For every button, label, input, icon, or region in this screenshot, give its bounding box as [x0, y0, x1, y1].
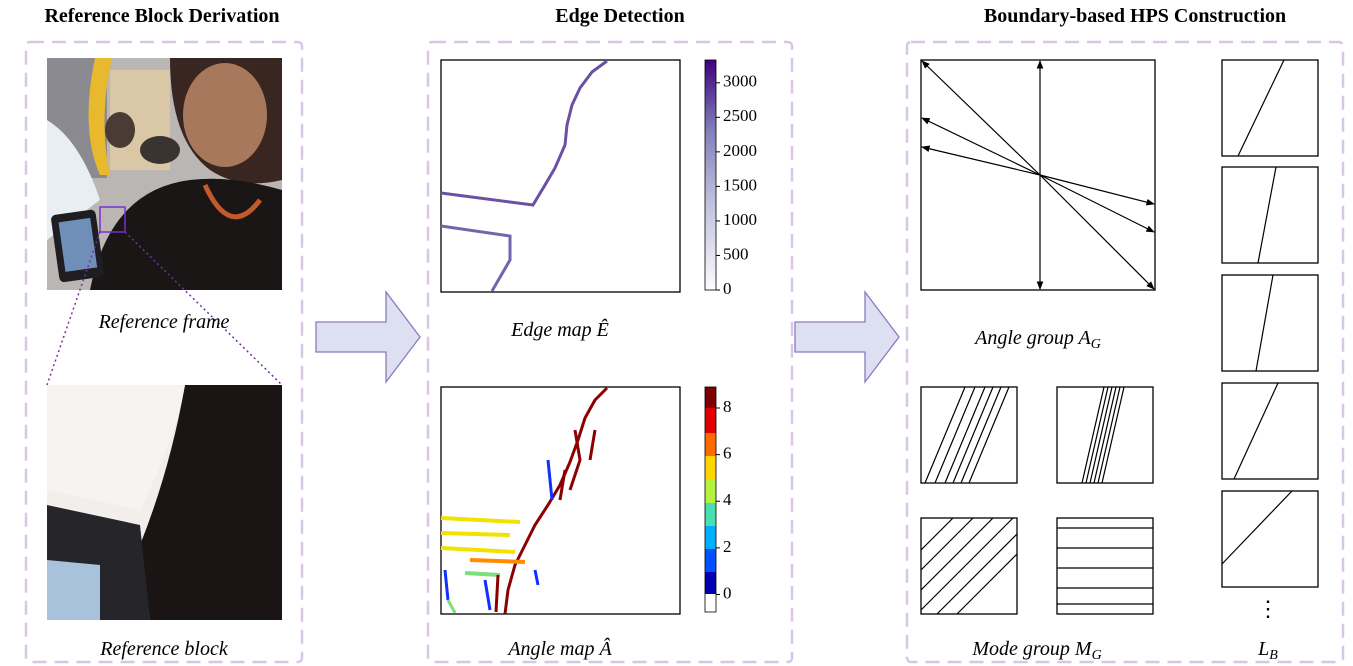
caption-subscript: G [1091, 337, 1101, 352]
colorbar-tick-label: 0 [723, 279, 732, 298]
caption: Reference block [99, 638, 229, 660]
caption-symbol: Ê [596, 318, 609, 341]
flow-arrow [794, 290, 900, 384]
colorbar [704, 59, 717, 291]
panel-frame [426, 40, 794, 664]
caption-symbol: A [1077, 327, 1092, 349]
line-box [1221, 490, 1319, 588]
zoom-line [124, 231, 283, 386]
colorbar-tick-label: 2000 [723, 141, 757, 160]
colorbar-tick-label: 2500 [723, 106, 757, 125]
mode-box [920, 517, 1018, 615]
caption: Angle map Â [506, 637, 612, 660]
angle-trace [440, 386, 609, 615]
colorbar-tick-label: 2 [723, 537, 732, 556]
reference-block-image [47, 385, 282, 620]
colorbar-tick-label: 3000 [723, 72, 757, 91]
caption-symbol: L [1257, 638, 1269, 660]
caption: Edge map Ê [510, 318, 609, 341]
angle-map [440, 386, 681, 615]
caption-text: Mode group [971, 638, 1075, 660]
mode-box [920, 386, 1018, 484]
caption-text: Edge map [510, 319, 597, 341]
panel-title: Reference Block Derivation [44, 5, 279, 27]
colorbar-tick-label: 0 [723, 583, 732, 602]
edge-map [440, 59, 681, 293]
caption: Mode group MG [971, 638, 1101, 663]
reference-frame-image [47, 58, 282, 290]
line-box [1221, 274, 1319, 372]
caption-subscript: G [1092, 648, 1102, 663]
colorbar-tick-label: 1500 [723, 175, 757, 194]
caption-subscript: B [1269, 648, 1278, 663]
colorbar-tick-label: 1000 [723, 210, 757, 229]
caption-symbol: M [1074, 638, 1093, 660]
caption-text: Angle group [973, 327, 1078, 349]
line-box [1221, 382, 1319, 480]
caption-text: Angle map [506, 638, 599, 660]
mode-box [1056, 386, 1154, 484]
panel-title: Edge Detection [555, 5, 684, 27]
caption-symbol: Â [597, 637, 612, 660]
edge-trace [440, 59, 608, 207]
panel-frame [905, 40, 1345, 664]
colorbar [704, 386, 717, 613]
edge-trace [440, 224, 512, 292]
caption: Reference frame [98, 311, 230, 333]
colorbar-tick-label: 500 [723, 244, 749, 263]
panel-frame [24, 40, 304, 664]
colorbar-tick-label: 6 [723, 444, 732, 463]
colorbar-tick-label: 8 [723, 397, 732, 416]
flow-arrow [315, 290, 421, 384]
angle-arrows [921, 60, 1155, 290]
panel-title: Boundary-based HPS Construction [984, 5, 1286, 27]
caption: Angle group AG [973, 327, 1101, 352]
ellipsis: ⋮ [1257, 596, 1279, 621]
line-box [1221, 59, 1319, 157]
mode-box [1056, 517, 1154, 615]
colorbar-tick-label: 4 [723, 490, 732, 509]
line-box [1221, 166, 1319, 264]
zoom-line [46, 231, 101, 386]
caption: LB [1257, 638, 1278, 663]
